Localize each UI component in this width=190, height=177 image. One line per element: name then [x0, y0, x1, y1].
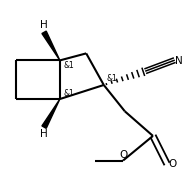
Text: O: O: [120, 150, 128, 160]
Text: H: H: [40, 129, 48, 139]
Text: O: O: [169, 159, 177, 169]
Text: &1: &1: [63, 89, 74, 98]
Polygon shape: [42, 31, 60, 60]
Text: &1: &1: [107, 74, 118, 83]
Text: H: H: [40, 20, 48, 30]
Text: &1: &1: [63, 61, 74, 70]
Polygon shape: [42, 99, 60, 128]
Text: N: N: [175, 56, 183, 66]
